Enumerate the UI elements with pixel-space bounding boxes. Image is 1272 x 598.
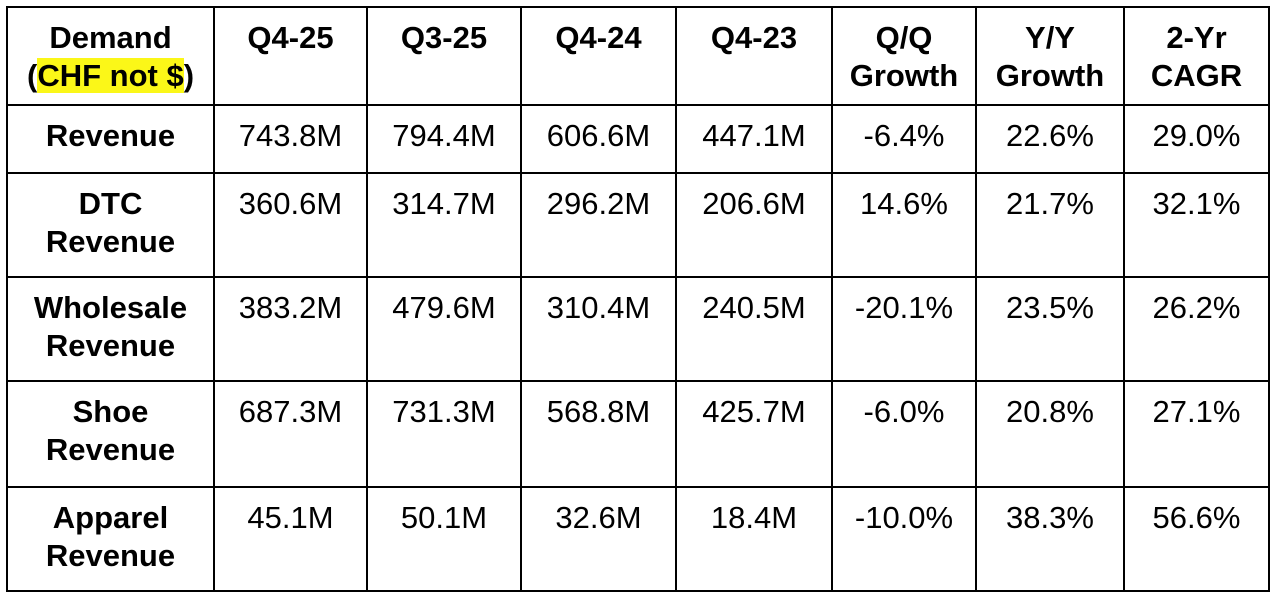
- value-cell-q3-25: 794.4M: [366, 104, 522, 174]
- corner-header-cell: Demand (CHF not $): [6, 6, 215, 106]
- row-label: Wholesale: [33, 290, 188, 325]
- value-cell-yy-growth: 38.3%: [975, 486, 1125, 592]
- column-header-2yr-cagr: 2-Yr CAGR: [1123, 6, 1270, 106]
- column-header-label-line2: Growth: [849, 58, 959, 93]
- currency-note-close-paren: ): [183, 58, 195, 93]
- value-cell-q4-23: 18.4M: [675, 486, 833, 592]
- corner-title: Demand: [49, 20, 172, 55]
- value-cell-q3-25: 731.3M: [366, 380, 522, 488]
- value-cell-q4-23: 425.7M: [675, 380, 833, 488]
- row-label: Shoe: [72, 394, 149, 429]
- row-label-line2: Revenue: [45, 224, 176, 259]
- value-cell-q4-24: 310.4M: [520, 276, 677, 382]
- row-label: Revenue: [45, 118, 176, 153]
- row-label: Apparel: [52, 500, 169, 535]
- value-cell-yy-growth: 23.5%: [975, 276, 1125, 382]
- value-cell-q4-24: 568.8M: [520, 380, 677, 488]
- row-label-cell: Apparel Revenue: [6, 486, 215, 592]
- currency-note-highlight: CHF not $: [37, 58, 184, 93]
- value-cell-q3-25: 50.1M: [366, 486, 522, 592]
- row-label-line2: Revenue: [45, 432, 176, 467]
- value-cell-qq-growth: -10.0%: [831, 486, 977, 592]
- demand-table: Demand (CHF not $) Q4-25 Q3-25 Q4-24 Q4-…: [6, 6, 1270, 592]
- value-cell-2yr-cagr: 26.2%: [1123, 276, 1270, 382]
- value-cell-q4-23: 240.5M: [675, 276, 833, 382]
- value-cell-q4-23: 447.1M: [675, 104, 833, 174]
- column-header-label: Q4-24: [555, 20, 642, 55]
- column-header-label: Q/Q: [875, 20, 933, 55]
- value-cell-q3-25: 479.6M: [366, 276, 522, 382]
- value-cell-q4-24: 606.6M: [520, 104, 677, 174]
- table-row-dtc-revenue: DTC Revenue 360.6M 314.7M 296.2M 206.6M …: [6, 172, 1270, 278]
- row-label: DTC: [78, 186, 143, 221]
- table-row-shoe-revenue: Shoe Revenue 687.3M 731.3M 568.8M 425.7M…: [6, 380, 1270, 488]
- currency-note-open-paren: (: [26, 58, 38, 93]
- column-header-qq-growth: Q/Q Growth: [831, 6, 977, 106]
- table-row-revenue: Revenue 743.8M 794.4M 606.6M 447.1M -6.4…: [6, 104, 1270, 174]
- value-cell-2yr-cagr: 29.0%: [1123, 104, 1270, 174]
- table-row-wholesale-revenue: Wholesale Revenue 383.2M 479.6M 310.4M 2…: [6, 276, 1270, 382]
- value-cell-q4-25: 687.3M: [213, 380, 368, 488]
- value-cell-yy-growth: 20.8%: [975, 380, 1125, 488]
- column-header-label-line2: CAGR: [1150, 58, 1243, 93]
- row-label-line2: Revenue: [45, 538, 176, 573]
- value-cell-q4-24: 296.2M: [520, 172, 677, 278]
- row-label-cell: Shoe Revenue: [6, 380, 215, 488]
- value-cell-q4-25: 45.1M: [213, 486, 368, 592]
- value-cell-qq-growth: -20.1%: [831, 276, 977, 382]
- value-cell-q3-25: 314.7M: [366, 172, 522, 278]
- row-label-cell: Wholesale Revenue: [6, 276, 215, 382]
- value-cell-q4-23: 206.6M: [675, 172, 833, 278]
- value-cell-q4-25: 360.6M: [213, 172, 368, 278]
- row-label-cell: Revenue: [6, 104, 215, 174]
- column-header-q4-23: Q4-23: [675, 6, 833, 106]
- value-cell-qq-growth: 14.6%: [831, 172, 977, 278]
- table-row-apparel-revenue: Apparel Revenue 45.1M 50.1M 32.6M 18.4M …: [6, 486, 1270, 592]
- column-header-label: Y/Y: [1025, 20, 1075, 55]
- value-cell-qq-growth: -6.4%: [831, 104, 977, 174]
- value-cell-2yr-cagr: 27.1%: [1123, 380, 1270, 488]
- column-header-label: 2-Yr: [1166, 20, 1227, 55]
- column-header-label: Q4-25: [247, 20, 334, 55]
- value-cell-2yr-cagr: 32.1%: [1123, 172, 1270, 278]
- header-row: Demand (CHF not $) Q4-25 Q3-25 Q4-24 Q4-…: [6, 6, 1270, 106]
- column-header-yy-growth: Y/Y Growth: [975, 6, 1125, 106]
- column-header-label: Q3-25: [400, 20, 488, 55]
- value-cell-yy-growth: 21.7%: [975, 172, 1125, 278]
- row-label-cell: DTC Revenue: [6, 172, 215, 278]
- currency-note: (CHF not $): [12, 57, 209, 95]
- column-header-q4-24: Q4-24: [520, 6, 677, 106]
- column-header-q4-25: Q4-25: [213, 6, 368, 106]
- row-label-line2: Revenue: [45, 328, 176, 363]
- column-header-q3-25: Q3-25: [366, 6, 522, 106]
- value-cell-2yr-cagr: 56.6%: [1123, 486, 1270, 592]
- value-cell-q4-25: 383.2M: [213, 276, 368, 382]
- value-cell-q4-24: 32.6M: [520, 486, 677, 592]
- column-header-label-line2: Growth: [995, 58, 1105, 93]
- value-cell-qq-growth: -6.0%: [831, 380, 977, 488]
- value-cell-q4-25: 743.8M: [213, 104, 368, 174]
- column-header-label: Q4-23: [710, 20, 798, 55]
- value-cell-yy-growth: 22.6%: [975, 104, 1125, 174]
